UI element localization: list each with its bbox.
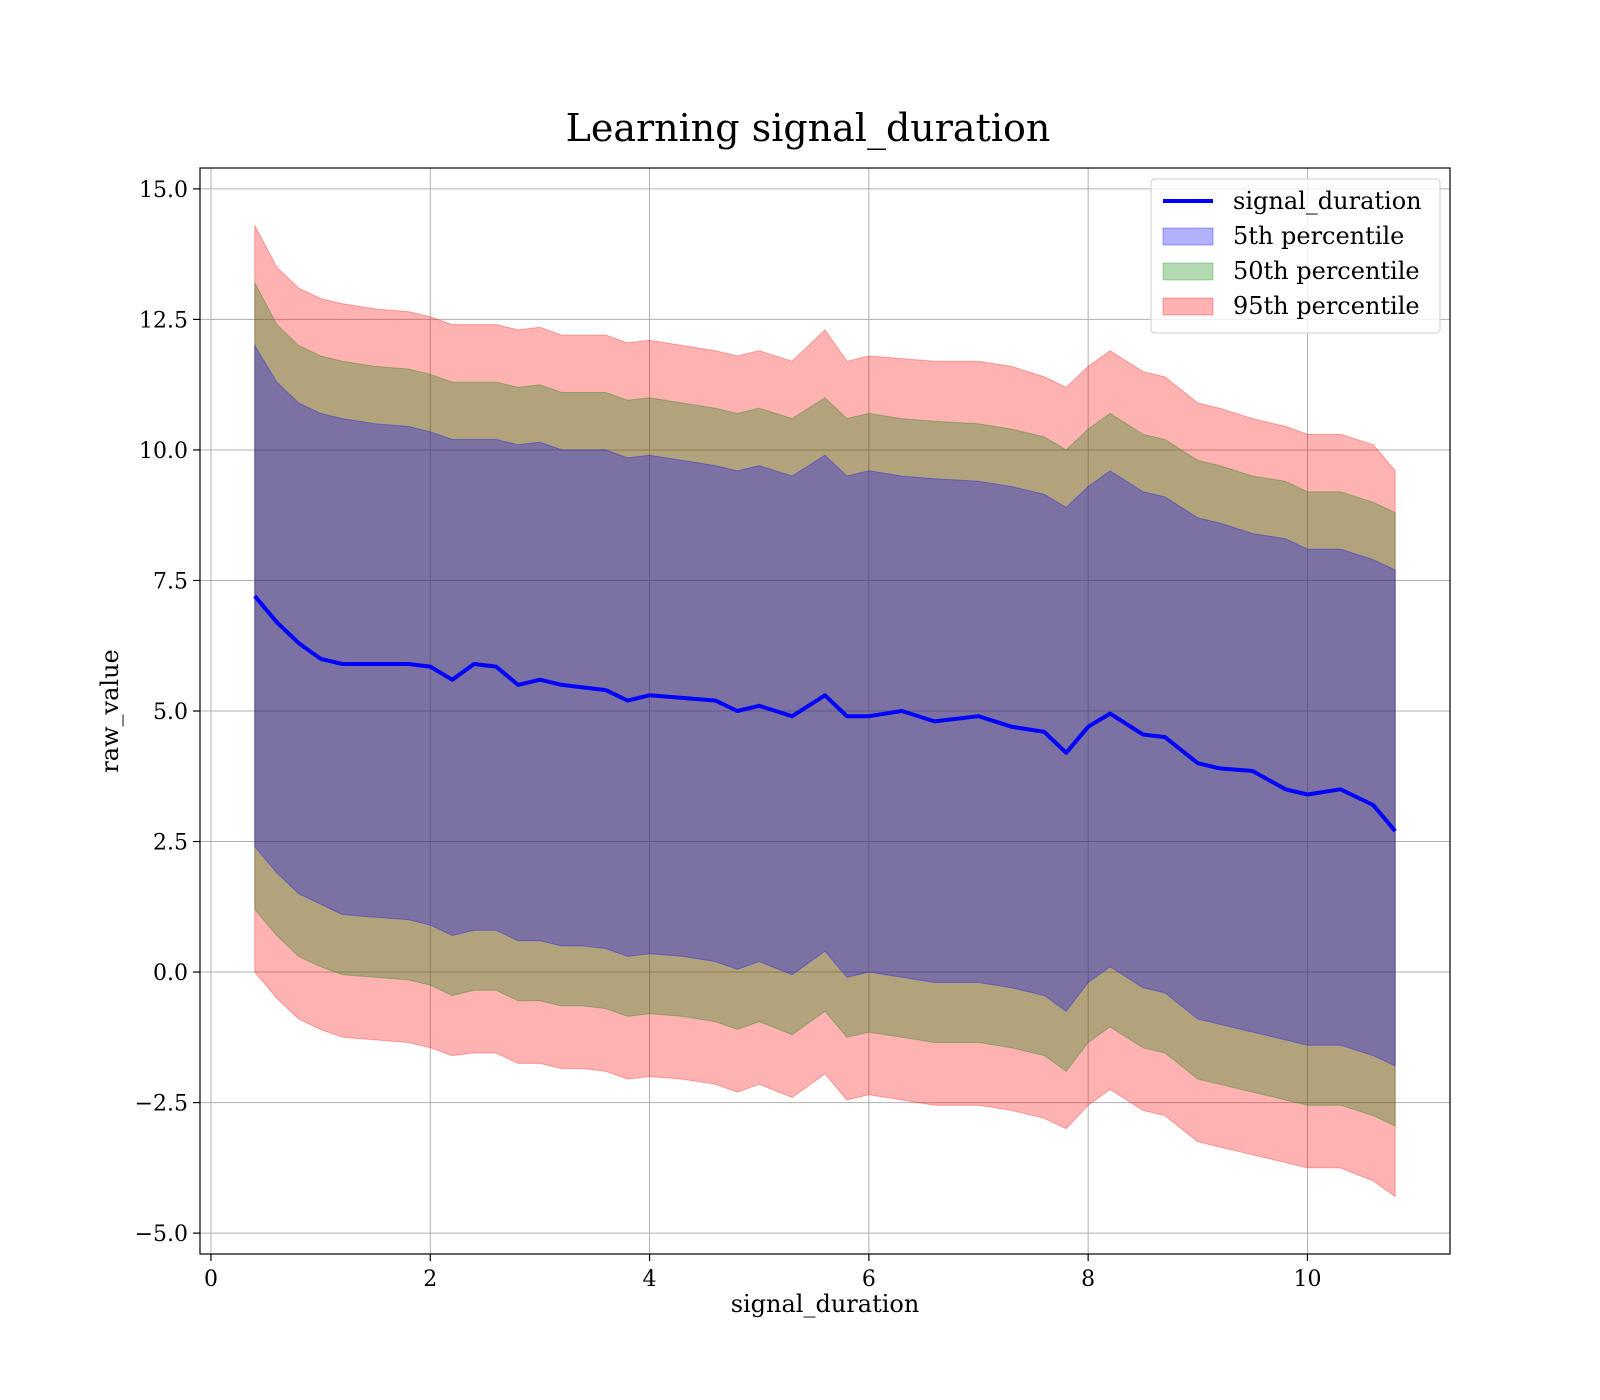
y-tick-label: 2.5 <box>153 831 188 856</box>
percentile-bands <box>254 225 1396 1198</box>
legend-box <box>1150 178 1441 334</box>
y-tick-label: 7.5 <box>153 569 188 594</box>
x-tick-label: 6 <box>862 1267 876 1292</box>
legend: signal_duration 5th percentile 50th percen… <box>1150 178 1441 334</box>
x-axis-label: signal_duration <box>731 1290 920 1318</box>
y-tick-label: 5.0 <box>153 700 188 725</box>
signal-line-layer <box>253 594 1397 833</box>
y-tick-label: 0.0 <box>153 961 188 986</box>
y-tick-label: −5.0 <box>135 1222 188 1247</box>
x-tick-label: 10 <box>1293 1267 1321 1292</box>
chart-title: Learning signal_duration <box>566 106 1051 151</box>
y-tick-label: 15.0 <box>139 178 188 203</box>
x-tick-label: 0 <box>204 1267 218 1292</box>
legend-patch-swatch <box>1162 297 1214 316</box>
y-axis-label: raw_value <box>96 649 124 773</box>
legend-label: 95th percentile <box>1233 292 1420 320</box>
x-tick-label: 2 <box>423 1267 437 1292</box>
legend-label: 50th percentile <box>1233 257 1420 285</box>
y-tick-label: 12.5 <box>139 308 188 333</box>
50th-percentile-band <box>254 282 1396 1127</box>
x-axis-ticks: 0 2 4 6 8 10 <box>204 1254 1321 1292</box>
x-tick-label: 8 <box>1081 1267 1095 1292</box>
y-tick-label: 10.0 <box>139 439 188 464</box>
signal-duration-line <box>253 594 1397 833</box>
legend-patch-swatch <box>1162 227 1214 246</box>
legend-label: 5th percentile <box>1233 222 1404 250</box>
y-axis-ticks: −5.0 −2.5 0.0 2.5 5.0 7.5 10.0 12.5 15.0 <box>135 178 200 1247</box>
5th-percentile-band <box>254 343 1396 1067</box>
legend-patch-swatch <box>1162 262 1214 281</box>
y-tick-label: −2.5 <box>135 1092 188 1117</box>
95th-percentile-band <box>254 225 1396 1198</box>
x-tick-label: 4 <box>643 1267 657 1292</box>
legend-label: signal_duration <box>1233 187 1422 215</box>
legend-items: signal_duration 5th percentile 50th percen… <box>1162 187 1422 320</box>
